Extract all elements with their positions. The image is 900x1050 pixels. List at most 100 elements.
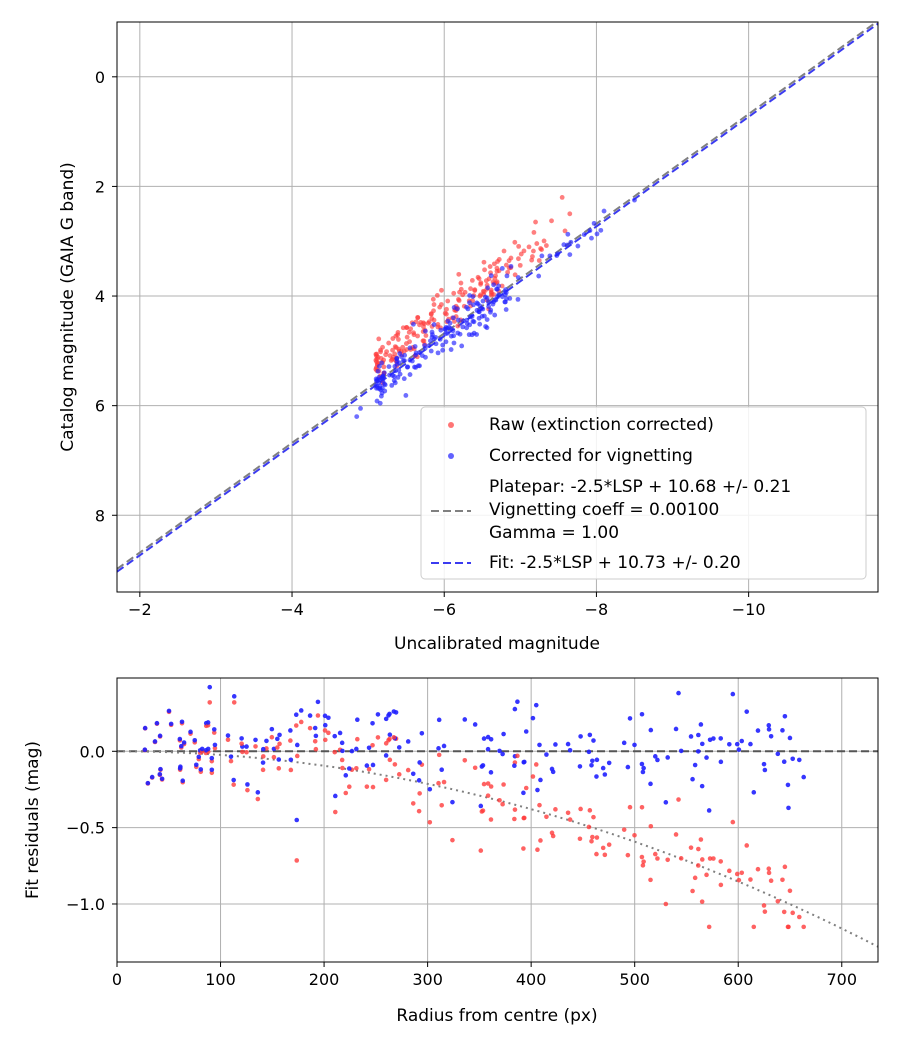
raw-point bbox=[512, 272, 518, 278]
corrected-point bbox=[404, 364, 410, 370]
corrected-residual-point bbox=[591, 738, 596, 743]
corrected-residual-point bbox=[244, 744, 249, 749]
corrected-residual-point bbox=[727, 741, 732, 747]
corrected-point bbox=[499, 265, 505, 271]
raw-residual-point bbox=[288, 738, 293, 743]
corrected-residual-point bbox=[766, 723, 772, 728]
raw-residual-point bbox=[228, 758, 234, 764]
corrected-point bbox=[401, 376, 407, 382]
raw-residual-point bbox=[255, 796, 261, 802]
raw-residual-point bbox=[692, 875, 698, 881]
raw-point bbox=[390, 347, 395, 353]
corrected-residual-point bbox=[177, 766, 183, 771]
corrected-point bbox=[469, 332, 475, 338]
corrected-residual-point bbox=[152, 739, 158, 744]
corrected-residual-point bbox=[209, 755, 215, 761]
corrected-residual-point bbox=[706, 808, 712, 813]
corrected-point bbox=[443, 339, 449, 345]
corrected-point bbox=[429, 329, 435, 335]
bottom-ticks: 0 100 200 300 400 500 600 700 0.0 −0.5 −1.0 bbox=[66, 742, 857, 989]
corrected-point bbox=[598, 227, 604, 233]
raw-residual-point bbox=[553, 807, 558, 812]
corrected-residual-point bbox=[166, 708, 172, 714]
legend-marker-corrected bbox=[448, 453, 454, 459]
raw-point bbox=[378, 355, 384, 361]
raw-residual-point bbox=[699, 857, 705, 862]
raw-residual-point bbox=[322, 728, 328, 733]
raw-point bbox=[495, 259, 500, 264]
top-axes-frame bbox=[116, 21, 879, 593]
corrected-point bbox=[503, 307, 509, 312]
raw-residual-point bbox=[627, 804, 633, 810]
raw-point bbox=[534, 241, 540, 246]
raw-residual-point bbox=[602, 852, 608, 858]
raw-residual-point bbox=[383, 777, 389, 783]
corrected-residual-point bbox=[157, 771, 163, 777]
corrected-residual-point bbox=[370, 762, 376, 768]
corrected-point bbox=[456, 317, 461, 323]
corrected-residual-point bbox=[627, 716, 633, 721]
corrected-point bbox=[484, 317, 490, 323]
raw-residual-point bbox=[396, 772, 402, 777]
corrected-point bbox=[391, 374, 397, 379]
top-scatter-points bbox=[354, 194, 637, 420]
raw-point bbox=[499, 283, 505, 289]
raw-residual-point bbox=[275, 745, 280, 750]
outlier-point bbox=[601, 208, 607, 214]
corrected-residual-point bbox=[523, 729, 529, 734]
raw-residual-point bbox=[485, 793, 491, 798]
corrected-point bbox=[402, 352, 408, 358]
corrected-point bbox=[567, 252, 573, 257]
corrected-residual-point bbox=[199, 746, 205, 752]
corrected-residual-point bbox=[253, 737, 258, 743]
corrected-residual-point bbox=[625, 764, 631, 770]
raw-residual-point bbox=[392, 762, 398, 767]
corrected-residual-point bbox=[744, 709, 750, 714]
raw-residual-point bbox=[786, 924, 791, 930]
corrected-point bbox=[448, 347, 454, 352]
raw-residual-point bbox=[565, 810, 571, 816]
raw-residual-point bbox=[699, 899, 705, 904]
raw-residual-point bbox=[313, 746, 319, 752]
raw-point bbox=[494, 268, 500, 274]
corrected-residual-point bbox=[521, 790, 526, 796]
bottom-xtick-label: 500 bbox=[619, 970, 650, 989]
bottom-vignetting-curve bbox=[117, 750, 878, 948]
corrected-point bbox=[554, 253, 560, 258]
corrected-point bbox=[485, 285, 491, 291]
corrected-residual-point bbox=[228, 754, 234, 759]
corrected-point bbox=[471, 319, 477, 325]
corrected-point bbox=[417, 350, 422, 356]
corrected-point bbox=[396, 367, 402, 373]
corrected-residual-point bbox=[212, 742, 218, 748]
corrected-residual-point bbox=[427, 786, 433, 792]
top-xtick-label: −8 bbox=[585, 600, 609, 619]
corrected-residual-point bbox=[410, 771, 416, 777]
corrected-point bbox=[471, 302, 476, 308]
bottom-ylabel: Fit residuals (mag) bbox=[23, 741, 43, 899]
raw-point bbox=[439, 287, 444, 293]
raw-residual-point bbox=[387, 757, 393, 763]
corrected-residual-point bbox=[275, 736, 280, 742]
legend-box bbox=[420, 406, 867, 580]
raw-residual-point bbox=[522, 815, 527, 821]
raw-residual-point bbox=[211, 730, 217, 735]
raw-point bbox=[388, 358, 394, 363]
raw-residual-point bbox=[478, 848, 484, 853]
raw-residual-point bbox=[339, 757, 345, 763]
corrected-residual-point bbox=[639, 761, 645, 767]
raw-residual-point bbox=[391, 735, 397, 740]
corrected-point bbox=[455, 330, 461, 336]
raw-residual-point bbox=[676, 797, 681, 802]
top-legend: Raw (extinction corrected) Corrected for… bbox=[420, 406, 867, 580]
corrected-residual-point bbox=[718, 736, 724, 741]
corrected-point bbox=[464, 304, 469, 310]
bottom-plot: 0 100 200 300 400 500 600 700 0.0 −0.5 −1.0 Radius… bbox=[23, 677, 879, 1026]
raw-residual-point bbox=[521, 846, 526, 851]
corrected-residual-point bbox=[157, 733, 163, 739]
raw-point bbox=[512, 239, 518, 245]
corrected-residual-point bbox=[480, 763, 486, 768]
corrected-residual-point bbox=[142, 725, 148, 731]
raw-residual-point bbox=[663, 901, 669, 907]
corrected-residual-point bbox=[512, 763, 517, 769]
